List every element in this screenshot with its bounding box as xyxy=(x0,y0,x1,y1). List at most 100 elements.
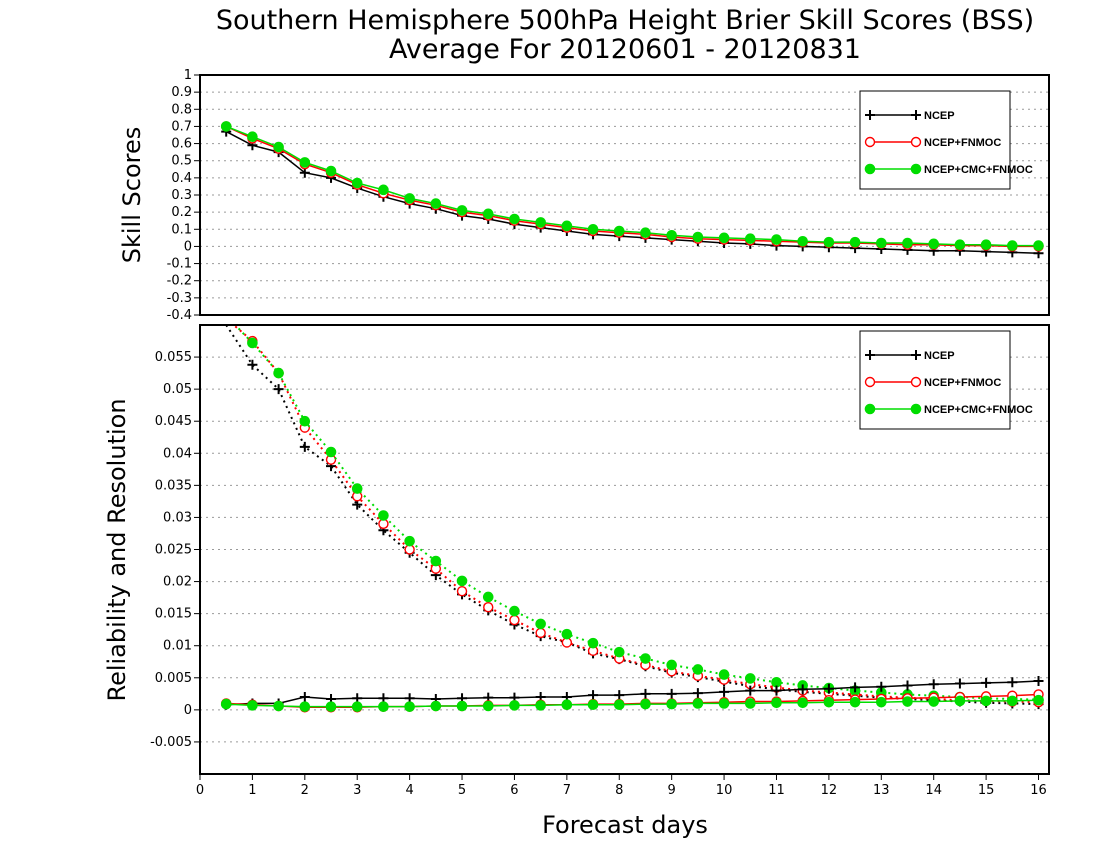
y-tick-label: 1 xyxy=(184,68,192,83)
bss-ncep-cmc-fnmoc-point xyxy=(1033,240,1044,251)
bss-ncep-point xyxy=(299,167,310,178)
bss-ncep-cmc-fnmoc-point xyxy=(587,223,599,235)
y-tick-label: 0.9 xyxy=(171,85,192,100)
reliability-ncep-cmc-fnmoc-point xyxy=(797,697,808,709)
y-tick-label: 0.03 xyxy=(163,510,192,525)
y-tick-label: -0.4 xyxy=(167,308,192,323)
reliability-ncep-cmc-fnmoc-point xyxy=(273,700,284,712)
reliability-ncep-cmc-fnmoc-point xyxy=(1007,695,1018,707)
reliability-ncep-cmc-fnmoc-point xyxy=(509,700,520,711)
x-tick-label: 5 xyxy=(458,783,466,798)
x-tick-label: 9 xyxy=(668,783,676,798)
bss-ncep-cmc-fnmoc-point xyxy=(902,237,913,249)
legend-marker-ncep xyxy=(911,110,921,120)
reliability-ncep-cmc-fnmoc-point xyxy=(561,699,573,711)
bss-ncep-cmc-fnmoc-point xyxy=(692,231,704,243)
bss-ncep-cmc-fnmoc-point xyxy=(666,229,677,241)
reliability-ncep-point xyxy=(954,678,965,689)
bss-ncep-cmc-fnmoc-point xyxy=(404,193,415,204)
reliability-ncep-cmc-fnmoc-point xyxy=(587,699,599,711)
reliability-ncep-cmc-fnmoc-point xyxy=(928,696,940,707)
resolution-ncep-cmc-fnmoc-point xyxy=(247,337,258,349)
y-tick-label: -0.005 xyxy=(150,735,192,750)
bss-ncep-cmc-fnmoc-point xyxy=(482,208,494,220)
legend-label-ncep-fnmoc: NCEP+FNMOC xyxy=(924,137,1001,149)
reliability-ncep-cmc-fnmoc-point xyxy=(640,698,651,710)
resolution-ncep-point xyxy=(273,384,284,395)
bss-ncep-cmc-fnmoc-group xyxy=(220,121,1044,251)
resolution-ncep-cmc-fnmoc-point xyxy=(351,483,363,494)
reliability-ncep-cmc-fnmoc-point xyxy=(535,700,546,711)
bss-ncep-cmc-fnmoc-point xyxy=(273,141,284,153)
resolution-ncep-cmc-fnmoc-point xyxy=(325,446,337,458)
x-axis-label: Forecast days xyxy=(542,811,708,839)
x-tick-label: 8 xyxy=(615,783,623,798)
legend-marker-ncep xyxy=(865,350,875,360)
legend-box xyxy=(859,90,1011,190)
y-tick-label: 0.5 xyxy=(171,154,192,169)
x-tick-label: 12 xyxy=(821,783,838,798)
y-tick-label: 0.01 xyxy=(163,639,192,654)
legend-marker-ncep-fnmoc xyxy=(864,376,876,388)
legend-marker-ncep-cmc-fnmoc xyxy=(864,403,876,415)
resolution-ncep-cmc-fnmoc-point xyxy=(273,367,284,379)
legend-label-ncep-fnmoc: NCEP+FNMOC xyxy=(924,377,1001,389)
legend-label-ncep: NCEP xyxy=(924,350,955,362)
y-tick-label: 0.02 xyxy=(163,575,192,590)
x-tick-label: 4 xyxy=(405,783,413,798)
bss-ncep-cmc-fnmoc-point xyxy=(771,234,782,245)
reliability-ncep-cmc-fnmoc-point xyxy=(247,700,258,711)
reliability-ncep-point xyxy=(588,690,599,701)
resolution-ncep-cmc-fnmoc-point xyxy=(404,535,415,547)
skill-score-panel: 1 0.9 0.8 0.7 0.6 0.5 0.4 0.3 0.2 0.1 0 -0.1 -0.2 -0.… xyxy=(118,68,1050,323)
x-tick-label: 11 xyxy=(768,783,785,798)
reliability-ncep-cmc-fnmoc-point xyxy=(849,696,861,708)
legend-label-ncep-cmc-fnmoc: NCEP+CMC+FNMOC xyxy=(924,164,1033,176)
y-tick-label: 0.015 xyxy=(155,607,192,622)
reliability-ncep-point xyxy=(719,686,730,697)
resolution-ncep-fnmoc-point xyxy=(535,627,546,639)
y-tick-label: 0 xyxy=(184,703,192,718)
resolution-ncep-cmc-fnmoc-point xyxy=(535,618,546,630)
chart-subtitle: Average For 20120601 - 20120831 xyxy=(389,34,861,65)
reliability-ncep-point xyxy=(299,692,310,703)
legend-label-ncep: NCEP xyxy=(924,110,955,122)
reliability-resolution-legend: NCEP NCEP+FNMOC NCEP+CMC+FNMOC xyxy=(859,330,1033,430)
reliability-ncep-point xyxy=(1007,677,1018,688)
resolution-ncep-point xyxy=(247,359,258,370)
skill-score-legend: NCEP NCEP+FNMOC NCEP+CMC+FNMOC xyxy=(859,90,1033,190)
reliability-ncep-cmc-fnmoc-point xyxy=(482,700,494,712)
resolution-ncep-fnmoc-point xyxy=(456,585,468,597)
resolution-ncep-cmc-fnmoc-point xyxy=(482,591,494,603)
y-tick-label: -0.2 xyxy=(167,274,192,289)
resolution-ncep-cmc-fnmoc-point xyxy=(378,510,389,521)
legend-marker-ncep-fnmoc xyxy=(910,376,922,388)
reliability-ncep-cmc-fnmoc-point xyxy=(378,701,389,712)
reliability-ncep-cmc-fnmoc-point xyxy=(744,698,756,709)
resolution-ncep-cmc-fnmoc-point xyxy=(430,555,442,567)
reliability-ncep-point xyxy=(1033,675,1044,686)
y-tick-label: 0.025 xyxy=(155,543,192,558)
reliability-ncep-cmc-fnmoc-point xyxy=(875,696,887,708)
skill-score-series xyxy=(220,121,1044,259)
resolution-ncep-cmc-fnmoc-point xyxy=(692,664,704,675)
resolution-ncep-cmc-fnmoc-point xyxy=(744,673,756,684)
bss-ncep-cmc-fnmoc-point xyxy=(535,217,546,228)
reliability-ncep-cmc-fnmoc-point xyxy=(351,701,363,712)
skill-score-y-label: Skill Scores xyxy=(118,127,146,264)
x-tick-label: 16 xyxy=(1030,783,1047,798)
resolution-ncep-point xyxy=(299,441,310,452)
legend-label-ncep-cmc-fnmoc: NCEP+CMC+FNMOC xyxy=(924,404,1033,416)
bss-ncep-cmc-fnmoc-point xyxy=(744,233,756,245)
forecast-day-x-ticks: 0 1 2 3 4 5 6 7 8 9 10 11 12 13 14 15 16 xyxy=(196,774,1047,798)
resolution-ncep-fnmoc-point xyxy=(509,614,520,626)
reliability-ncep-point xyxy=(692,688,703,699)
resolution-ncep-fnmoc-point xyxy=(483,602,494,613)
bss-ncep-cmc-fnmoc-point xyxy=(430,198,442,209)
x-tick-label: 0 xyxy=(196,783,204,798)
reliability-ncep-cmc-fnmoc-point xyxy=(430,700,442,712)
x-tick-label: 1 xyxy=(248,783,256,798)
legend-marker-ncep xyxy=(911,350,921,360)
y-tick-label: 0.4 xyxy=(171,171,192,186)
